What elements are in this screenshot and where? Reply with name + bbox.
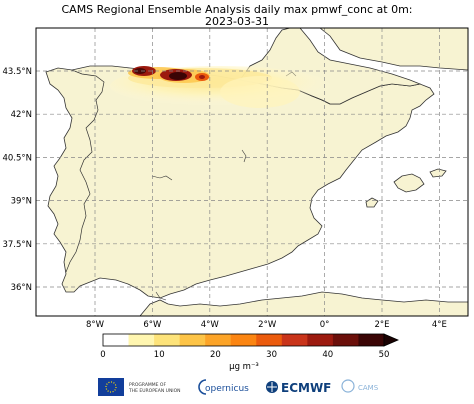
eu-text-2: THE EUROPEAN UNION — [128, 388, 181, 394]
colorbar-segment — [179, 334, 206, 346]
colorbar-segment — [103, 334, 129, 346]
lon-label: 0° — [320, 320, 330, 330]
lon-label: 8°W — [86, 320, 105, 330]
eu-text-1: PROGRAMME OF — [129, 382, 166, 388]
menorca-land — [429, 168, 447, 178]
lat-label: 43.5°N — [2, 67, 32, 77]
colorbar-tick-label: 0 — [100, 350, 105, 360]
portugal-border — [65, 69, 105, 273]
colorbar-tick-label: 30 — [266, 350, 277, 360]
lon-label: 6°W — [143, 320, 162, 330]
colorbar-ticks: 0 10 20 30 40 50 — [100, 350, 389, 360]
lon-label: 4°E — [432, 320, 447, 330]
map-frame — [35, 27, 469, 317]
lat-label: 39°N — [11, 197, 32, 207]
ecmwf-logo: ECMWF — [266, 381, 331, 395]
longitude-labels: 8°W 6°W 4°W 2°W 0° 2°E 4°E — [86, 320, 447, 330]
mallorca-land — [393, 173, 425, 193]
lat-label: 36°N — [11, 283, 32, 293]
eu-flag-icon — [98, 378, 124, 396]
inland-water-1 — [241, 149, 247, 163]
colorbar-tick-label: 50 — [379, 350, 390, 360]
copernicus-text: opernicus — [205, 384, 249, 394]
map-date: 2023-03-31 — [205, 15, 269, 28]
colorbar-segment — [358, 334, 385, 346]
cams-logo: CAMS — [341, 379, 379, 393]
lon-label: 2°E — [374, 320, 389, 330]
footer-logos: PROGRAMME OF THE EUROPEAN UNION opernicu… — [0, 372, 474, 400]
copernicus-logo: opernicus — [198, 379, 249, 395]
colorbar-segment — [128, 334, 155, 346]
colorbar-segment — [332, 334, 359, 346]
lat-label: 37.5°N — [2, 240, 32, 250]
colorbar — [102, 333, 400, 347]
latitude-labels: 43.5°N 42°N 40.5°N 39°N 37.5°N 36°N — [2, 67, 32, 293]
cams-text: CAMS — [358, 384, 379, 392]
africa-land — [139, 291, 468, 316]
map-title: CAMS Regional Ensemble Analysis daily ma… — [61, 3, 413, 16]
colorbar-segment — [307, 334, 334, 346]
colorbar-tick-label: 20 — [210, 350, 221, 360]
lat-label: 42°N — [11, 110, 32, 120]
pm-plume — [110, 66, 330, 108]
colorbar-extend-arrow — [383, 333, 400, 347]
gibraltar-coast — [155, 291, 167, 301]
colorbar-segment — [154, 334, 180, 346]
colorbar-tick-label: 10 — [154, 350, 165, 360]
lat-label: 40.5°N — [2, 153, 32, 163]
ecmwf-text: ECMWF — [281, 381, 331, 395]
inland-water-2 — [151, 175, 173, 181]
colorbar-segment — [256, 334, 283, 346]
map-figure: 43.5°N 42°N 40.5°N 39°N 37.5°N 36°N 8°W 6°W 4°W… — [2, 27, 469, 372]
gridlines — [36, 28, 468, 316]
colorbar-unit: µg m⁻³ — [229, 362, 259, 372]
colorbar-segment — [230, 334, 257, 346]
colorbar-segment — [205, 334, 232, 346]
lon-label: 2°W — [258, 320, 277, 330]
colorbar-tick-label: 40 — [322, 350, 333, 360]
colorbar-segment — [281, 334, 308, 346]
lon-label: 4°W — [201, 320, 220, 330]
